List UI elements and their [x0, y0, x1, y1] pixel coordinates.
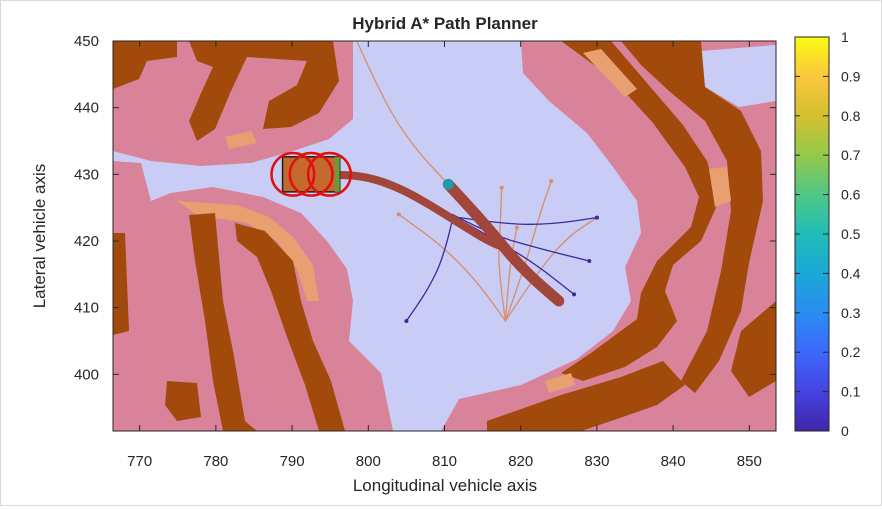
costmap-near-obstacle-region	[177, 201, 319, 301]
explored-node	[499, 185, 504, 190]
vehicle-layer	[270, 151, 353, 197]
colorbar-tick-label: 0.4	[841, 265, 861, 281]
x-tick-label: 810	[432, 453, 457, 470]
explored-tree-layer	[356, 41, 599, 323]
planned-path	[303, 170, 510, 252]
y-tick-label: 430	[74, 166, 99, 183]
colorbar-ticks: 0 0.1 0.2 0.3 0.4 0.5 0.6 0.7 0.8 0.9 1	[795, 29, 861, 439]
costmap-inflated-region	[113, 41, 353, 166]
costmap-near-obstacle-region	[545, 373, 575, 393]
costmap-near-obstacle-region	[583, 49, 637, 97]
y-axis-label: Lateral vehicle axis	[30, 164, 49, 309]
costmap-near-obstacle-region	[225, 131, 257, 149]
y-tick-label: 420	[74, 233, 99, 250]
explored-node	[514, 225, 519, 230]
y-tick-label: 450	[74, 33, 99, 50]
explored-branch	[504, 217, 598, 322]
costmap-obstacle-region	[561, 41, 719, 381]
costmap-obstacle-region	[113, 41, 177, 89]
explored-node	[587, 259, 592, 263]
planned-path-layer	[303, 170, 565, 307]
explored-branch	[398, 213, 507, 322]
x-tick-label: 790	[280, 453, 305, 470]
x-tick-label: 840	[661, 453, 686, 470]
goal-approach-path	[442, 178, 565, 307]
chart-title: Hybrid A* Path Planner	[352, 14, 538, 33]
explored-node	[404, 319, 409, 323]
x-axis: 770 780 790 800 810 820 830 840 850	[127, 41, 762, 470]
x-tick-label: 770	[127, 453, 152, 470]
x-tick-label: 820	[508, 453, 533, 470]
x-axis-label: Longitudinal vehicle axis	[353, 476, 537, 495]
costmap-obstacle-region	[189, 213, 257, 431]
collision-circle	[306, 151, 353, 197]
colorbar-tick-label: 0.2	[841, 344, 861, 360]
y-tick-label: 410	[74, 300, 99, 317]
colorbar-tick-label: 0	[841, 423, 849, 439]
costmap-obstacle-region	[113, 233, 129, 335]
x-tick-label: 800	[356, 453, 381, 470]
costmap-obstacle-region	[165, 381, 201, 421]
explored-node	[572, 292, 577, 297]
explored-branch	[356, 41, 449, 185]
colorbar-tick-label: 0.7	[841, 147, 861, 163]
vehicle-front-marker	[334, 156, 340, 192]
explored-branch	[504, 180, 552, 322]
y-tick-label: 400	[74, 366, 99, 383]
colorbar-tick-label: 0.9	[841, 68, 861, 84]
costmap-obstacle-region	[235, 223, 345, 431]
colorbar-tick-label: 0.6	[841, 187, 861, 203]
colorbar-tick-label: 0.8	[841, 108, 861, 124]
colorbar-tick-label: 0.3	[841, 305, 861, 321]
explored-node	[594, 215, 599, 220]
explored-branch	[504, 227, 518, 322]
costmap-obstacle-region	[621, 41, 763, 393]
costmap-obstacle-region	[731, 301, 776, 397]
costmap-free-pocket	[701, 45, 776, 107]
x-tick-label: 850	[737, 453, 762, 470]
colorbar-tick-label: 0.1	[841, 384, 861, 400]
x-tick-label: 780	[203, 453, 228, 470]
costmap-obstacle-region	[189, 41, 339, 141]
collision-circle	[270, 151, 316, 197]
explored-branch	[455, 217, 575, 295]
colorbar-tick-label: 0.5	[841, 226, 861, 242]
colorbar: 0 0.1 0.2 0.3 0.4 0.5 0.6 0.7 0.8 0.9 1	[794, 29, 861, 439]
x-tick-label: 830	[584, 453, 609, 470]
costmap-layer	[113, 41, 776, 431]
explored-branch	[451, 213, 590, 262]
plot-area	[113, 41, 776, 431]
explored-node	[549, 179, 554, 183]
y-tick-label: 440	[74, 100, 99, 117]
costmap-inflated-region	[441, 41, 776, 431]
y-axis: 400 410 420 430 440 450	[74, 33, 776, 383]
collision-circle	[288, 151, 334, 197]
explored-node	[396, 212, 401, 217]
costmap-near-obstacle-region	[709, 167, 731, 207]
costmap-obstacle-region	[487, 361, 685, 431]
goal-marker	[442, 178, 454, 190]
explored-branch	[405, 220, 453, 322]
colorbar-tick-label: 1	[841, 29, 849, 45]
